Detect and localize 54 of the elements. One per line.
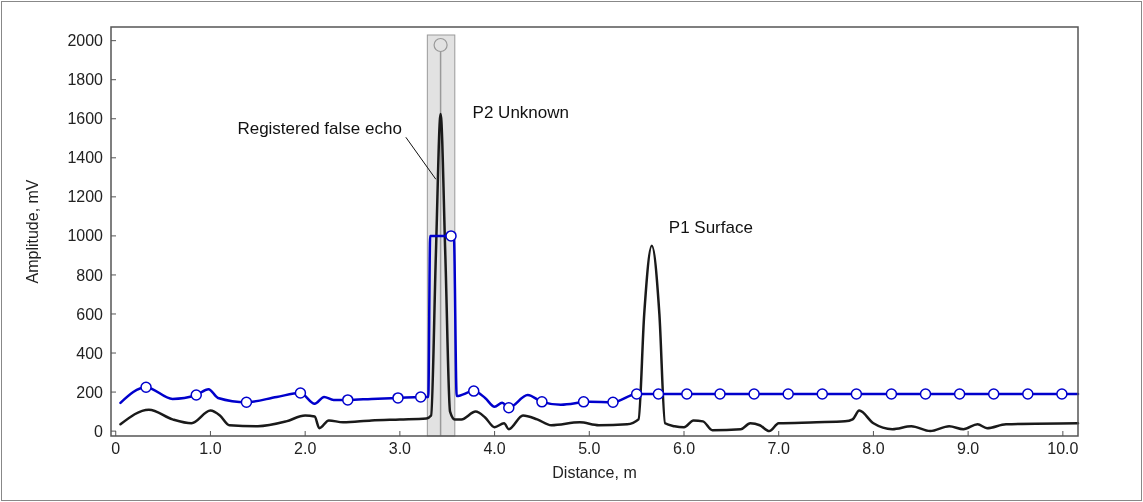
y-tick-label: 200 <box>76 383 104 401</box>
y-tick-label: 800 <box>76 266 104 284</box>
y-axis-title: Amplitude, mV <box>24 179 41 284</box>
point <box>652 388 665 400</box>
point <box>414 391 427 403</box>
point <box>294 387 307 399</box>
point <box>467 385 480 397</box>
x-tick-label: 0 <box>111 440 121 457</box>
point <box>782 388 794 400</box>
point <box>503 401 515 414</box>
point <box>630 388 643 400</box>
point <box>607 396 619 408</box>
x-tick-label: 8.0 <box>862 440 885 457</box>
annotation: Registered false echo <box>237 119 402 139</box>
point <box>850 388 863 400</box>
point <box>342 394 354 406</box>
point <box>536 396 548 408</box>
annotation: P2 Unknown <box>472 102 569 122</box>
y-tick-label: 1200 <box>67 188 104 206</box>
point <box>240 396 253 408</box>
y-tick-label: 1000 <box>67 227 104 245</box>
y-tick-label: 400 <box>76 344 104 362</box>
point <box>816 388 829 400</box>
x-tick-label: 10.0 <box>1047 440 1079 457</box>
point <box>987 388 1000 400</box>
x-tick-label: 5.0 <box>578 440 601 457</box>
point <box>1022 388 1034 400</box>
point <box>445 230 457 242</box>
point <box>953 388 966 400</box>
annotation: P1 Surface <box>668 217 753 237</box>
y-tick-label: 1600 <box>67 110 104 128</box>
point <box>392 392 404 404</box>
point <box>748 388 760 400</box>
point <box>714 388 726 400</box>
y-tick-label: 600 <box>76 305 104 323</box>
point <box>577 396 590 408</box>
point <box>140 381 152 393</box>
x-tick-label: 6.0 <box>672 440 696 457</box>
point <box>919 388 932 400</box>
y-tick-label: 1800 <box>67 71 104 89</box>
y-tick-label: 0 <box>94 422 104 440</box>
x-tick-label: 3.0 <box>388 440 412 457</box>
point <box>1056 388 1068 400</box>
x-tick-label: 2.0 <box>294 440 317 457</box>
x-tick-label: 1.0 <box>199 440 222 457</box>
point <box>885 388 898 400</box>
point <box>681 388 693 400</box>
point <box>190 389 202 401</box>
x-axis-title: Distance, m <box>552 464 637 481</box>
x-tick-label: 4.0 <box>483 440 506 457</box>
y-tick-label: 2000 <box>67 32 104 50</box>
x-tick-label: 7.0 <box>767 440 790 457</box>
y-tick-label: 1400 <box>67 149 104 167</box>
x-tick-label: 9.0 <box>957 440 980 457</box>
